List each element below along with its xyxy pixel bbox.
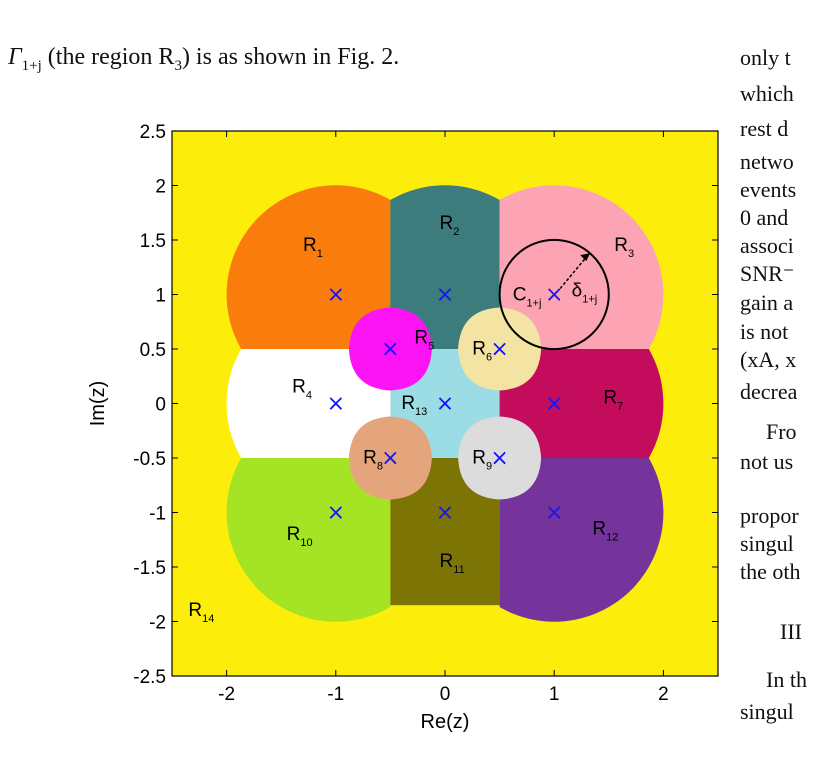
sample-point-marker: × [327,283,345,308]
right-column-line: In th [766,667,807,692]
circle-c1j [498,238,610,351]
region-label-r2: R2 [440,213,460,238]
right-column-line: netwo [740,149,794,174]
y-tick-label: -1 [149,504,166,525]
region-r4 [226,349,391,458]
sample-point-marker: × [490,337,508,362]
sample-point-marker: × [436,283,454,308]
x-tick-label: 0 [440,684,451,705]
x-tick-label: -1 [327,684,344,705]
region-label-r8: R8 [363,447,383,472]
right-column-line: gain a [740,290,794,315]
right-column-line: propor [740,503,799,528]
right-column-line: 0 and [740,205,789,230]
y-tick-label: 0 [155,395,166,416]
region-r1 [226,185,391,349]
right-column-line: which [740,81,794,106]
region-label-r14: R14 [188,600,214,625]
right-column-line: rest d [740,116,789,141]
sample-point-marker: × [545,392,563,417]
region-label-r12: R12 [592,518,618,543]
region-label-r10: R10 [287,524,313,549]
x-axis-label: Re(z) [421,711,470,733]
cropped-previous-line [0,0,820,6]
right-column-line: Fro [766,419,797,444]
right-column-line: III [780,619,802,644]
y-tick-label: 1 [155,286,166,307]
sample-point-marker: × [381,446,399,471]
radius-arrow-line [559,255,588,289]
right-column-line: (xA, x [740,347,797,372]
y-tick-label: 1.5 [140,231,166,252]
right-column-line: SNR⁻ [740,261,795,286]
region-label-r3: R3 [614,235,634,260]
figure-lead-in-text: Γ1+j (the region R3) is as shown in Fig.… [8,44,400,74]
y-tick-label: -2 [149,613,166,634]
right-column-text: only t which rest d netwo events 0 and associ S… [740,0,820,782]
region-label-r1: R1 [303,235,323,260]
region-label-r6: R6 [472,338,492,363]
y-tick-label: -0.5 [133,449,166,470]
region-r7 [499,349,664,458]
region-label-r9: R9 [472,447,492,472]
region-label-r5: R5 [414,328,434,353]
y-tick-label: 2 [155,177,166,198]
sample-point-marker: × [327,501,345,526]
region-label-r13: R13 [401,393,427,418]
sample-point-marker: × [490,446,508,471]
sample-point-marker: × [545,283,563,308]
x-tick-label: -2 [218,684,235,705]
right-column-line: decrea [740,379,798,404]
right-column-line: the oth [740,559,801,584]
right-column-line: not us [740,449,794,474]
radius-arrow-head [580,253,591,262]
right-column-line: singul [740,699,794,724]
y-tick-label: 2.5 [140,122,166,143]
right-column-line: events [740,177,797,202]
region-label-r4: R4 [292,377,312,402]
y-tick-label: 0.5 [140,340,166,361]
region-r9 [458,416,542,500]
region-r8 [348,416,432,500]
circle-label: C1+j [513,285,542,310]
sample-point-marker: × [436,501,454,526]
region-r12 [499,458,664,622]
x-tick-label: 2 [658,684,669,705]
sample-point-marker: × [381,337,399,362]
region-label-r7: R7 [603,388,623,413]
region-r5 [348,307,432,391]
y-axis-label: Im(z) [87,381,109,427]
x-tick-label: 1 [549,684,560,705]
sample-point-marker: × [436,392,454,417]
right-column-line: singul [740,531,794,556]
region-r6 [458,307,542,391]
sample-point-marker: × [545,501,563,526]
y-tick-label: -2.5 [133,667,166,688]
region-label-r11: R11 [440,551,465,576]
sample-point-marker: × [327,392,345,417]
y-tick-label: -1.5 [133,558,166,579]
right-column-line: associ [740,233,794,258]
right-column-line: is not [740,319,789,344]
region-r10 [226,458,391,622]
right-column-line: only t [740,45,791,70]
region-r3 [499,185,664,349]
radius-label: δ1+j [572,281,598,306]
